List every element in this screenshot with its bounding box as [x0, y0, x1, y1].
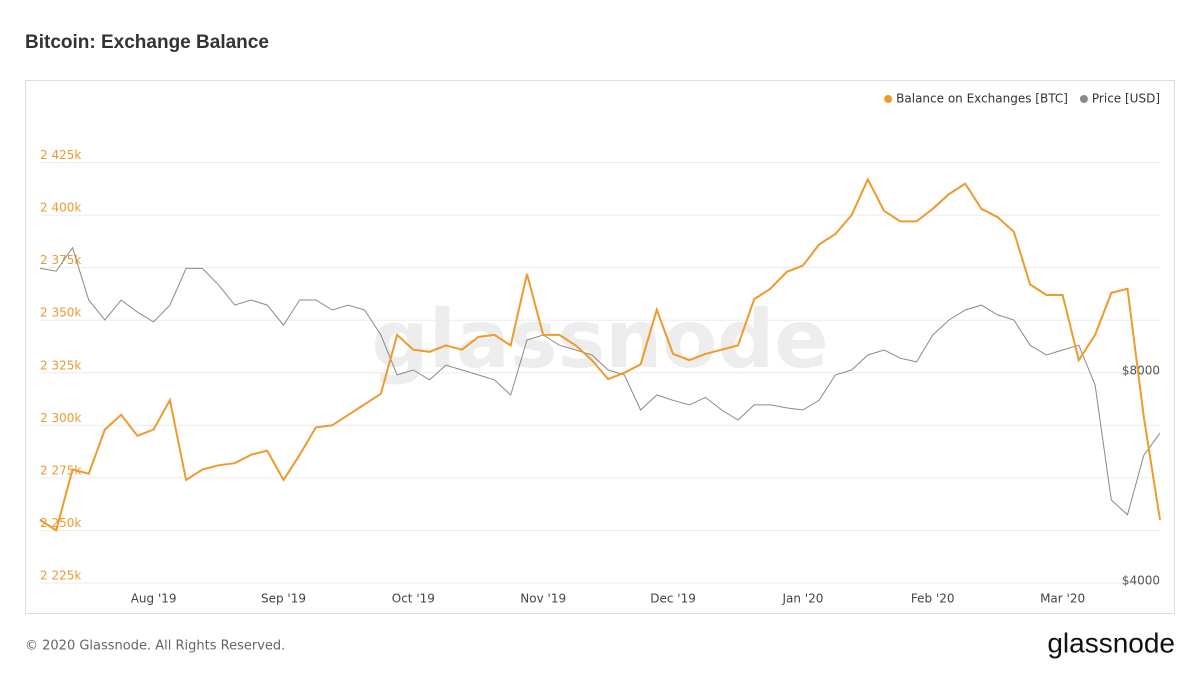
y-tick-label: 2 350k	[40, 306, 81, 320]
y-tick-label: 2 425k	[40, 148, 81, 162]
series-line	[39, 246, 1161, 516]
y-tick-label: 2 400k	[40, 201, 81, 215]
x-tick-label: Sep '19	[261, 592, 306, 606]
watermark: glassnode	[371, 293, 828, 386]
x-tick-label: Feb '20	[911, 592, 955, 606]
x-tick-label: Jan '20	[781, 592, 823, 606]
series-line	[39, 177, 1161, 532]
legend-label: Price [USD]	[1092, 92, 1160, 106]
logo: glassnode	[1047, 627, 1175, 658]
chart-title: Bitcoin: Exchange Balance	[25, 32, 269, 53]
y-tick-label: 2 300k	[40, 411, 81, 425]
legend-marker	[1079, 95, 1088, 103]
y2-tick-label: $8000	[1122, 364, 1160, 378]
y2-tick-label: $4000	[1122, 574, 1160, 588]
x-tick-label: Dec '19	[650, 592, 696, 606]
legend-marker	[884, 95, 893, 103]
x-tick-label: Aug '19	[131, 592, 177, 606]
x-tick-label: Oct '19	[392, 592, 435, 606]
chart-frame	[25, 80, 1175, 614]
legend-label: Balance on Exchanges [BTC]	[896, 92, 1068, 106]
y-tick-label: 2 325k	[40, 358, 81, 372]
footer: © 2020 Glassnode. All Rights Reserved.	[25, 639, 285, 654]
y-tick-label: 2 375k	[40, 253, 81, 267]
y-tick-label: 2 225k	[40, 569, 81, 583]
x-tick-label: Nov '19	[520, 592, 566, 606]
x-tick-label: Mar '20	[1040, 592, 1085, 606]
